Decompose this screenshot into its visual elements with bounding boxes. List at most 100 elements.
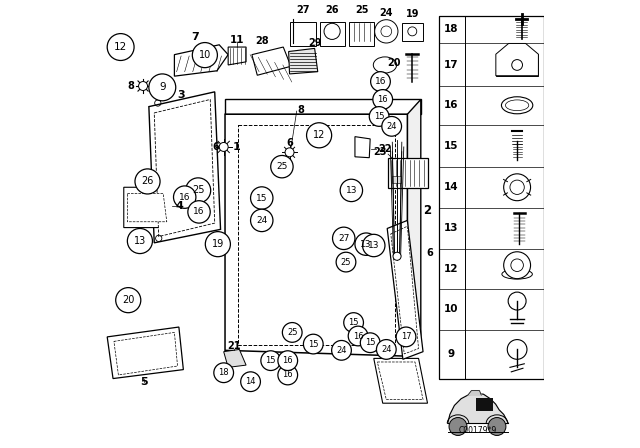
Circle shape bbox=[376, 340, 396, 359]
Bar bbox=[349, 22, 374, 46]
Text: 16: 16 bbox=[282, 370, 293, 379]
Text: 13: 13 bbox=[444, 224, 458, 233]
Text: C00179*9: C00179*9 bbox=[459, 426, 497, 435]
Circle shape bbox=[193, 43, 218, 68]
Circle shape bbox=[371, 72, 390, 91]
Text: 25: 25 bbox=[340, 258, 351, 267]
Polygon shape bbox=[387, 220, 423, 359]
Text: 24: 24 bbox=[381, 345, 392, 354]
Text: 15: 15 bbox=[266, 356, 276, 365]
Text: 15: 15 bbox=[348, 318, 359, 327]
Text: 15: 15 bbox=[256, 194, 268, 202]
Text: 6: 6 bbox=[427, 248, 433, 258]
Polygon shape bbox=[448, 393, 508, 423]
Text: 18: 18 bbox=[218, 368, 229, 377]
Circle shape bbox=[355, 233, 378, 255]
Text: 12: 12 bbox=[114, 42, 127, 52]
Polygon shape bbox=[468, 391, 481, 395]
Circle shape bbox=[381, 26, 392, 37]
Text: 18: 18 bbox=[444, 24, 458, 34]
Polygon shape bbox=[154, 99, 215, 237]
Text: 26: 26 bbox=[325, 5, 339, 15]
Polygon shape bbox=[108, 327, 184, 379]
Polygon shape bbox=[127, 194, 167, 222]
Circle shape bbox=[135, 169, 160, 194]
Text: 2: 2 bbox=[423, 204, 431, 217]
Circle shape bbox=[282, 323, 302, 342]
Text: 16: 16 bbox=[378, 95, 388, 104]
Text: 13: 13 bbox=[134, 236, 146, 246]
Polygon shape bbox=[149, 92, 221, 243]
Circle shape bbox=[278, 365, 298, 385]
Circle shape bbox=[449, 418, 467, 435]
Text: 20: 20 bbox=[122, 295, 134, 305]
Circle shape bbox=[241, 372, 260, 392]
Circle shape bbox=[116, 288, 141, 313]
Ellipse shape bbox=[502, 97, 532, 114]
Text: 15: 15 bbox=[308, 340, 319, 349]
Circle shape bbox=[340, 179, 362, 202]
Polygon shape bbox=[355, 137, 370, 158]
Circle shape bbox=[173, 186, 196, 208]
Circle shape bbox=[219, 142, 228, 151]
Text: 4: 4 bbox=[176, 201, 184, 211]
Text: 15: 15 bbox=[365, 338, 376, 347]
Text: 12: 12 bbox=[313, 130, 325, 140]
Circle shape bbox=[188, 201, 210, 223]
Text: 6: 6 bbox=[286, 138, 293, 148]
Text: 3: 3 bbox=[177, 90, 185, 100]
Polygon shape bbox=[391, 226, 419, 354]
Text: 27: 27 bbox=[338, 234, 349, 243]
Text: 26: 26 bbox=[141, 177, 154, 186]
Text: 23: 23 bbox=[373, 147, 387, 157]
Text: 10: 10 bbox=[444, 304, 458, 314]
Text: 21: 21 bbox=[227, 341, 241, 351]
Circle shape bbox=[336, 252, 356, 272]
Text: 20: 20 bbox=[388, 58, 401, 68]
Circle shape bbox=[251, 187, 273, 209]
Circle shape bbox=[278, 351, 298, 370]
Polygon shape bbox=[224, 349, 246, 367]
Circle shape bbox=[360, 333, 380, 353]
Polygon shape bbox=[124, 187, 172, 228]
Circle shape bbox=[139, 82, 148, 90]
Circle shape bbox=[348, 326, 368, 346]
Text: 14: 14 bbox=[245, 377, 256, 386]
Polygon shape bbox=[225, 114, 407, 356]
Text: 24: 24 bbox=[387, 122, 397, 131]
Text: 12: 12 bbox=[444, 264, 458, 274]
Text: 17: 17 bbox=[444, 60, 459, 70]
Text: 8: 8 bbox=[298, 105, 305, 115]
Ellipse shape bbox=[373, 57, 397, 73]
Bar bbox=[319, 22, 345, 46]
Text: 27: 27 bbox=[296, 5, 310, 15]
Polygon shape bbox=[225, 99, 421, 114]
Bar bbox=[392, 176, 401, 183]
Circle shape bbox=[508, 340, 527, 359]
Circle shape bbox=[504, 252, 531, 279]
Polygon shape bbox=[289, 48, 317, 74]
Polygon shape bbox=[378, 362, 423, 400]
Circle shape bbox=[373, 90, 392, 109]
Bar bbox=[402, 23, 422, 41]
Text: 16: 16 bbox=[179, 193, 191, 202]
Text: 17: 17 bbox=[401, 332, 412, 341]
Text: 16: 16 bbox=[353, 332, 364, 340]
Circle shape bbox=[271, 155, 293, 178]
Text: 24: 24 bbox=[336, 346, 347, 355]
Text: 28: 28 bbox=[255, 36, 269, 46]
Text: 16: 16 bbox=[375, 77, 386, 86]
Ellipse shape bbox=[502, 269, 532, 279]
Text: 7: 7 bbox=[191, 32, 199, 42]
Circle shape bbox=[205, 232, 230, 257]
Text: 6: 6 bbox=[212, 142, 219, 152]
Text: 11: 11 bbox=[230, 35, 244, 45]
Text: 25: 25 bbox=[276, 162, 287, 171]
Circle shape bbox=[214, 363, 234, 383]
Text: 13: 13 bbox=[346, 186, 357, 195]
Circle shape bbox=[333, 227, 355, 250]
Text: 1: 1 bbox=[233, 142, 241, 152]
Text: 19: 19 bbox=[212, 239, 224, 249]
Circle shape bbox=[504, 174, 531, 201]
Polygon shape bbox=[239, 125, 396, 345]
